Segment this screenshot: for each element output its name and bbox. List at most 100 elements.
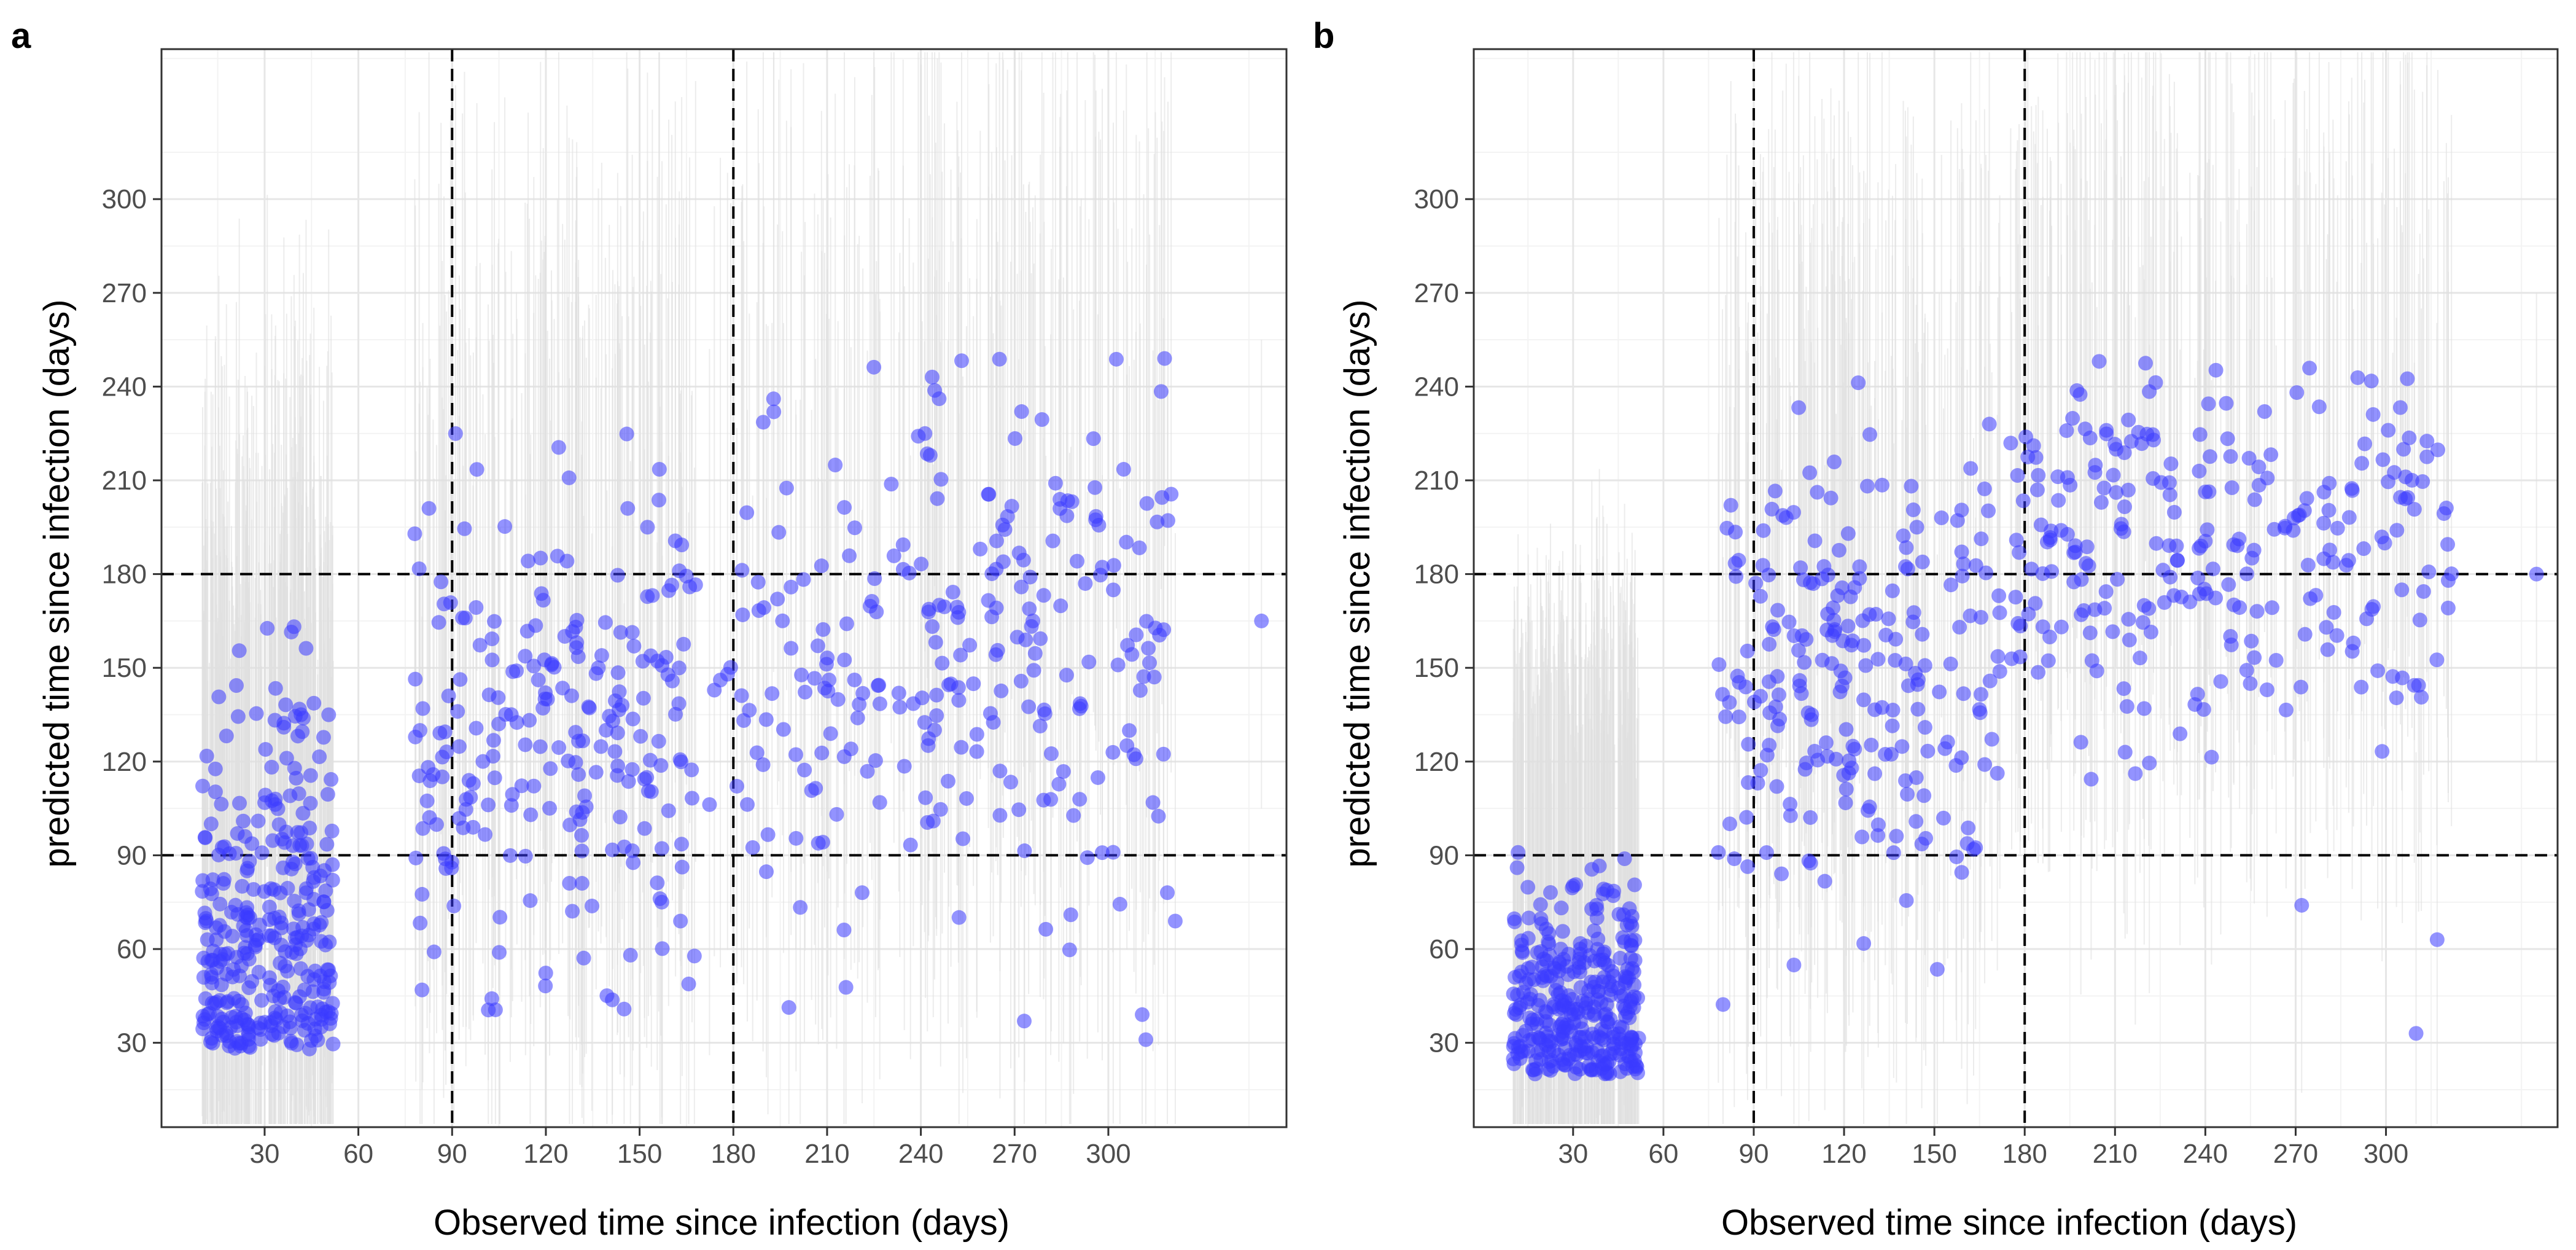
data-point bbox=[274, 832, 290, 847]
data-point bbox=[1053, 501, 1068, 516]
data-point bbox=[535, 593, 551, 608]
panel-b-x-axis-title: Observed time since infection (days) bbox=[1721, 1203, 2297, 1243]
data-point bbox=[262, 970, 277, 985]
data-point bbox=[498, 706, 513, 722]
data-point bbox=[271, 817, 287, 832]
data-point bbox=[1573, 980, 1589, 995]
data-point bbox=[2082, 431, 2098, 446]
data-point bbox=[229, 950, 244, 965]
data-point bbox=[2412, 612, 2427, 628]
data-point bbox=[1008, 431, 1023, 446]
data-point bbox=[1841, 765, 1856, 781]
data-point bbox=[289, 996, 304, 1011]
data-point bbox=[1152, 627, 1167, 643]
data-point bbox=[1120, 638, 1135, 653]
data-point bbox=[411, 561, 427, 576]
data-point bbox=[561, 753, 576, 768]
data-point bbox=[2146, 432, 2162, 448]
data-point bbox=[1026, 663, 1041, 678]
data-point bbox=[637, 771, 652, 787]
data-point bbox=[1506, 911, 1522, 926]
data-point bbox=[532, 739, 548, 754]
data-point bbox=[1561, 988, 1576, 1003]
data-point bbox=[1740, 643, 1755, 658]
data-point bbox=[1581, 1058, 1597, 1074]
data-point bbox=[760, 827, 776, 842]
data-point bbox=[823, 726, 838, 741]
data-point bbox=[854, 885, 870, 900]
data-point bbox=[2035, 566, 2050, 581]
data-point bbox=[640, 520, 655, 535]
data-point bbox=[1553, 942, 1568, 957]
data-point bbox=[2294, 897, 2309, 913]
data-point bbox=[491, 945, 507, 960]
data-point bbox=[1803, 810, 1818, 825]
data-point bbox=[925, 619, 940, 635]
data-point bbox=[292, 838, 308, 853]
data-point bbox=[2393, 490, 2408, 505]
data-point bbox=[2395, 670, 2410, 686]
data-point bbox=[1977, 757, 1993, 772]
data-point bbox=[1036, 792, 1051, 808]
data-point bbox=[2192, 427, 2208, 442]
data-point bbox=[1896, 528, 1911, 544]
data-point bbox=[1794, 686, 1809, 701]
data-point bbox=[205, 872, 220, 888]
data-point bbox=[481, 1002, 496, 1018]
data-point bbox=[1062, 942, 1077, 958]
data-point bbox=[232, 1036, 247, 1051]
data-point bbox=[2109, 442, 2124, 457]
data-point bbox=[1116, 462, 1131, 477]
data-point bbox=[969, 744, 984, 759]
data-point bbox=[1595, 974, 1610, 990]
data-point bbox=[2053, 619, 2069, 635]
data-point bbox=[1949, 849, 1964, 864]
data-point bbox=[1017, 843, 1032, 859]
data-point bbox=[2400, 371, 2415, 386]
data-point bbox=[431, 615, 446, 630]
data-point bbox=[1910, 677, 1925, 692]
data-point bbox=[1555, 924, 1570, 939]
data-point bbox=[798, 684, 813, 700]
data-point bbox=[321, 707, 337, 722]
data-point bbox=[2162, 487, 2177, 502]
data-point bbox=[1506, 1036, 1522, 1051]
data-point bbox=[1909, 814, 1924, 829]
data-point bbox=[1038, 921, 1054, 937]
data-point bbox=[1578, 1045, 1593, 1060]
data-point bbox=[1108, 351, 1124, 367]
data-point bbox=[217, 839, 232, 854]
data-point bbox=[645, 588, 660, 603]
data-point bbox=[1851, 375, 1866, 391]
data-point bbox=[408, 850, 424, 865]
data-point bbox=[1827, 455, 1842, 470]
panel-a: a Observed time since infection (days) p… bbox=[11, 16, 1288, 1243]
panel-b-y-tick-label: 270 bbox=[1414, 278, 1459, 308]
data-point bbox=[2012, 545, 2027, 560]
data-point bbox=[1831, 542, 1846, 558]
data-point bbox=[954, 740, 969, 755]
data-point bbox=[1722, 695, 1737, 710]
data-point bbox=[2119, 699, 2134, 714]
data-point bbox=[2299, 491, 2314, 506]
data-point bbox=[2193, 538, 2209, 553]
data-point bbox=[822, 672, 837, 687]
data-point bbox=[441, 688, 456, 703]
data-point bbox=[928, 635, 943, 650]
data-point bbox=[828, 458, 843, 473]
data-point bbox=[870, 678, 885, 693]
data-point bbox=[319, 837, 335, 852]
data-point bbox=[2136, 598, 2152, 613]
data-point bbox=[2226, 597, 2241, 612]
data-point bbox=[267, 713, 282, 728]
data-point bbox=[1027, 646, 1043, 661]
data-point bbox=[2329, 628, 2344, 643]
data-point bbox=[1043, 746, 1059, 762]
data-point bbox=[228, 846, 244, 861]
data-point bbox=[1051, 776, 1067, 792]
data-point bbox=[588, 765, 604, 780]
data-point bbox=[1878, 627, 1894, 643]
data-point bbox=[2316, 515, 2332, 531]
data-point bbox=[788, 830, 804, 846]
data-point bbox=[2346, 635, 2361, 650]
